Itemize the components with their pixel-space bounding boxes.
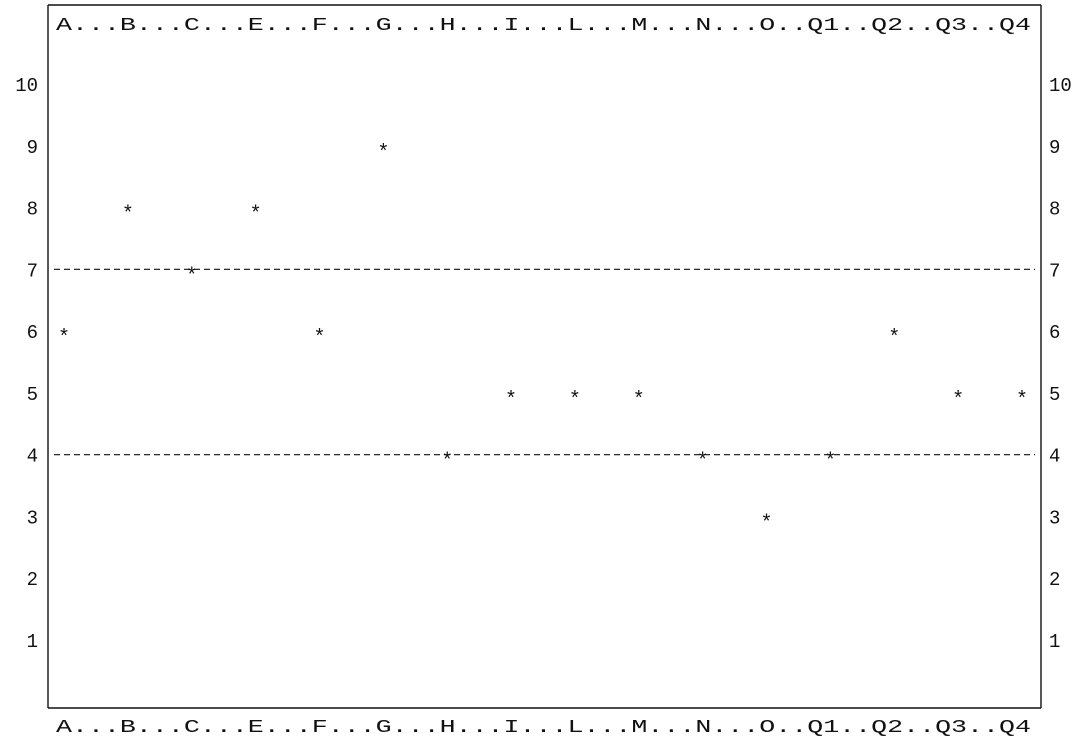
y-tick-label-right: 6 <box>1049 322 1060 344</box>
y-tick-label-left: 10 <box>15 75 38 97</box>
right-y-tick-labels: 1 2 3 4 5 6 7 8 9 10 <box>1049 75 1072 653</box>
y-tick-label-right: 9 <box>1049 137 1060 159</box>
y-tick-label-right: 5 <box>1049 384 1060 406</box>
data-point-Q2: * <box>888 327 900 350</box>
reference-lines <box>54 268 1035 456</box>
data-point-G: * <box>377 142 389 165</box>
data-point-Q4: * <box>1016 389 1028 412</box>
data-point-L: * <box>569 389 581 412</box>
data-point-B: * <box>122 204 134 227</box>
top-axis-category-labels: A...B...C...E...F...G...H...I...L...M...… <box>56 16 1031 36</box>
y-tick-label-right: 2 <box>1049 569 1060 591</box>
y-tick-label-left: 9 <box>27 137 38 159</box>
data-point-F: * <box>313 327 325 350</box>
data-point-I: * <box>505 389 517 412</box>
y-tick-label-left: 2 <box>27 569 38 591</box>
y-tick-label-left: 3 <box>27 507 38 529</box>
y-tick-label-right: 10 <box>1049 75 1072 97</box>
bottom-axis-category-labels: A...B...C...E...F...G...H...I...L...M...… <box>56 718 1031 738</box>
data-point-C: * <box>186 265 198 288</box>
data-point-E: * <box>250 204 262 227</box>
data-point-Q1: * <box>824 451 836 474</box>
y-tick-label-left: 4 <box>27 446 38 468</box>
data-point-O: * <box>761 512 773 535</box>
data-point-A: * <box>58 327 70 350</box>
y-tick-label-left: 6 <box>27 322 38 344</box>
y-tick-label-right: 3 <box>1049 507 1060 529</box>
left-y-tick-labels: 1 2 3 4 5 6 7 8 9 10 <box>15 75 38 653</box>
data-point-M: * <box>633 389 645 412</box>
y-tick-label-right: 7 <box>1049 260 1060 282</box>
y-tick-label-left: 7 <box>27 260 38 282</box>
data-point-H: * <box>441 451 453 474</box>
data-points: * * * * * * * * * * * * * * * * <box>58 142 1028 536</box>
y-tick-label-left: 1 <box>27 631 38 653</box>
y-tick-label-right: 4 <box>1049 446 1060 468</box>
data-point-N: * <box>697 451 709 474</box>
y-tick-label-left: 5 <box>27 384 38 406</box>
y-tick-label-left: 8 <box>27 199 38 221</box>
data-point-Q3: * <box>952 389 964 412</box>
y-tick-label-right: 1 <box>1049 631 1060 653</box>
y-tick-label-right: 8 <box>1049 199 1060 221</box>
